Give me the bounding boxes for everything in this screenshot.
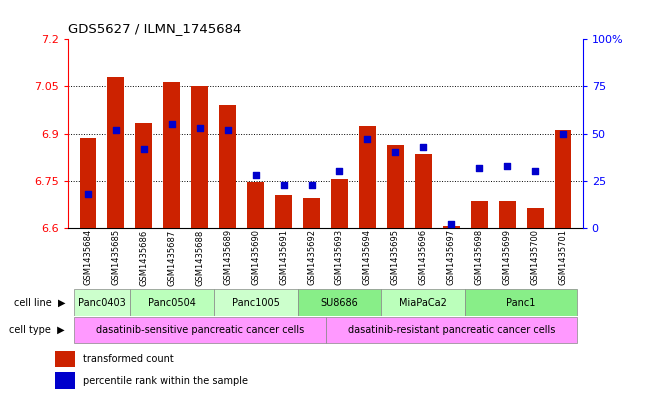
Point [474, 164, 484, 171]
Bar [381, 289, 465, 316]
Bar [163, 82, 180, 228]
Text: dasatinib-resistant pancreatic cancer cells: dasatinib-resistant pancreatic cancer ce… [348, 325, 555, 335]
Point [251, 172, 261, 178]
Text: Panc0504: Panc0504 [148, 298, 196, 308]
Point [307, 182, 317, 188]
Text: Panc1005: Panc1005 [232, 298, 279, 308]
Point [279, 182, 289, 188]
Point [195, 125, 205, 131]
Bar [79, 138, 96, 228]
Point [334, 168, 344, 174]
Bar [130, 289, 214, 316]
Bar [499, 201, 516, 228]
Bar [359, 126, 376, 228]
Point [111, 127, 121, 133]
Text: cell type  ▶: cell type ▶ [10, 325, 65, 335]
Bar [471, 201, 488, 228]
Bar [326, 317, 577, 343]
Text: GDS5627 / ILMN_1745684: GDS5627 / ILMN_1745684 [68, 22, 242, 35]
Bar [74, 317, 326, 343]
Bar [135, 123, 152, 228]
Bar [247, 182, 264, 228]
Point [167, 121, 177, 127]
Point [390, 149, 400, 156]
Point [362, 136, 372, 142]
Bar [107, 77, 124, 228]
Bar [191, 86, 208, 228]
Point [558, 130, 568, 137]
Bar [443, 226, 460, 228]
Text: cell line  ▶: cell line ▶ [14, 298, 65, 308]
Text: percentile rank within the sample: percentile rank within the sample [83, 376, 247, 386]
Text: transformed count: transformed count [83, 354, 173, 364]
Bar [527, 208, 544, 228]
Point [502, 163, 512, 169]
Bar [387, 145, 404, 228]
Point [83, 191, 93, 197]
Bar [415, 154, 432, 228]
Bar [331, 179, 348, 228]
Point [418, 144, 428, 150]
Bar [214, 289, 298, 316]
Bar [555, 130, 572, 228]
Bar [298, 289, 381, 316]
Point [223, 127, 233, 133]
Point [530, 168, 540, 174]
Text: Panc1: Panc1 [506, 298, 536, 308]
Bar [55, 373, 75, 389]
Point [446, 221, 456, 227]
Bar [465, 289, 577, 316]
Point [139, 145, 149, 152]
Bar [55, 351, 75, 367]
Bar [219, 105, 236, 228]
Text: Panc0403: Panc0403 [78, 298, 126, 308]
Bar [303, 198, 320, 228]
Bar [275, 195, 292, 228]
Text: MiaPaCa2: MiaPaCa2 [400, 298, 447, 308]
Text: SU8686: SU8686 [320, 298, 358, 308]
Bar [74, 289, 130, 316]
Text: dasatinib-sensitive pancreatic cancer cells: dasatinib-sensitive pancreatic cancer ce… [96, 325, 304, 335]
